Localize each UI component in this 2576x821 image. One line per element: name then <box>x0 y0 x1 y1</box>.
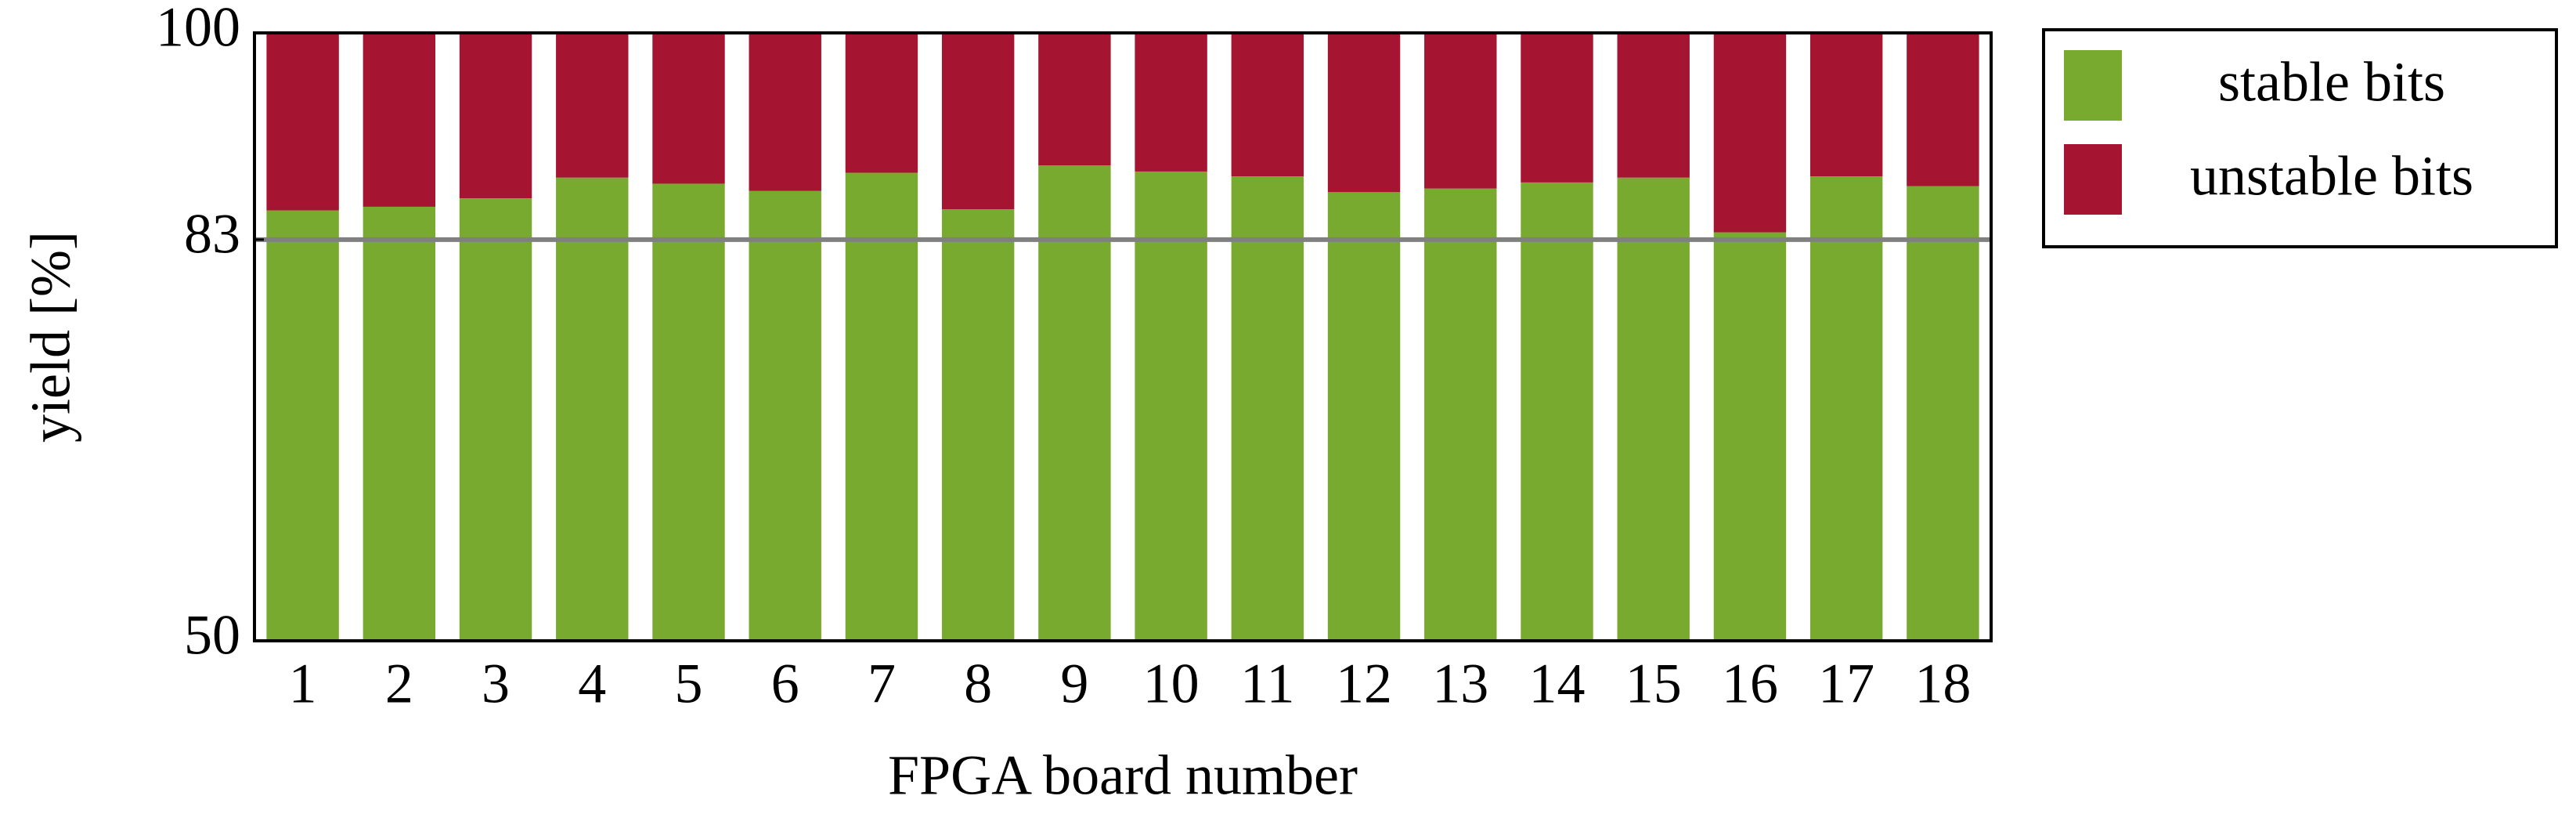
bar-segment <box>556 33 629 178</box>
bar-segment <box>1327 192 1401 641</box>
bar-segment <box>1713 232 1787 641</box>
legend-box <box>2042 28 2558 248</box>
x-tick-label: 6 <box>771 653 799 715</box>
bar-segment <box>266 33 339 211</box>
y-tick-label: 50 <box>184 604 240 667</box>
plot-frame <box>253 31 1993 642</box>
bar-segment <box>1424 188 1497 641</box>
x-tick-label: 15 <box>1625 653 1682 715</box>
bar-segment <box>1135 33 1207 172</box>
bar-segment <box>1617 33 1690 178</box>
bar-segment <box>1231 33 1304 177</box>
x-tick-label: 4 <box>578 653 606 715</box>
x-tick-label: 2 <box>385 653 413 715</box>
bar-segment <box>1617 177 1690 642</box>
bar-segment <box>363 206 436 641</box>
x-tick-label: 14 <box>1529 653 1586 715</box>
x-tick-label: 1 <box>289 653 317 715</box>
bar-segment <box>1038 33 1111 166</box>
bar-segment <box>652 33 725 184</box>
bar-segment <box>1809 33 1883 177</box>
bar-segment <box>1907 186 1979 641</box>
x-tick-label: 10 <box>1143 653 1200 715</box>
bar-segment <box>941 33 1015 210</box>
y-tick-label: 83 <box>184 202 240 265</box>
bar-segment <box>749 190 821 641</box>
y-axis-label: yield [%] <box>20 231 82 443</box>
bar-segment <box>1907 33 1979 186</box>
bar-segment <box>1231 176 1304 642</box>
bar-segment <box>1327 33 1401 193</box>
x-tick-label: 18 <box>1914 653 1971 715</box>
legend-swatch <box>2064 50 2122 121</box>
bar-segment <box>556 177 629 642</box>
x-tick-label: 12 <box>1336 653 1392 715</box>
bar-segment <box>1424 33 1497 189</box>
bar-segment <box>459 198 532 641</box>
bar-segment <box>1038 165 1111 642</box>
x-tick-label: 9 <box>1060 653 1088 715</box>
legend-label: stable bits <box>2218 51 2445 114</box>
bar-segment <box>845 172 918 642</box>
bar-segment <box>749 33 821 191</box>
x-tick-label: 11 <box>1240 653 1294 715</box>
bar-segment <box>459 33 532 199</box>
bar-segment <box>652 183 725 641</box>
x-tick-label: 8 <box>964 653 992 715</box>
legend-label: unstable bits <box>2190 145 2473 208</box>
bar-segment <box>1521 182 1593 641</box>
x-axis-label: FPGA board number <box>888 744 1358 807</box>
x-tick-label: 7 <box>868 653 896 715</box>
bar-segment <box>266 210 339 641</box>
y-tick-label: 100 <box>156 0 240 59</box>
x-tick-label: 17 <box>1818 653 1874 715</box>
legend-swatch <box>2064 144 2122 215</box>
bar-segment <box>845 33 918 173</box>
x-tick-label: 16 <box>1722 653 1778 715</box>
x-tick-label: 3 <box>482 653 510 715</box>
x-tick-label: 13 <box>1432 653 1488 715</box>
x-tick-label: 5 <box>675 653 703 715</box>
bar-segment <box>1713 33 1787 233</box>
bar-segment <box>363 33 436 207</box>
bar-segment <box>1135 171 1207 642</box>
bar-segment <box>1809 176 1883 642</box>
bar-segment <box>941 209 1015 641</box>
bar-segment <box>1521 33 1593 183</box>
